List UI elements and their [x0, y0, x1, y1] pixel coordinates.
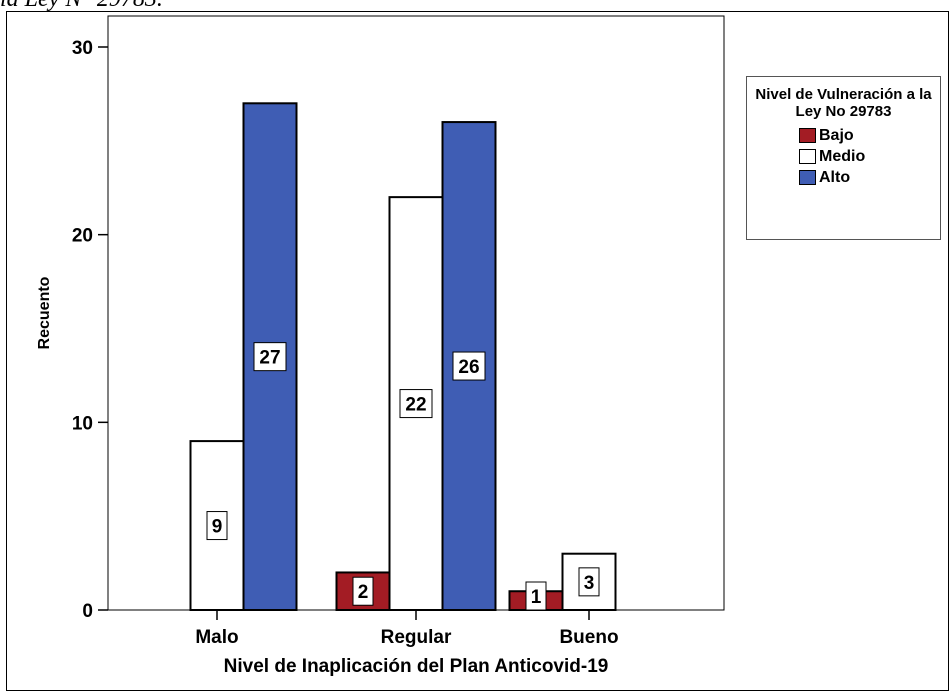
figure-caption: la Ley N° 29783.	[0, 0, 163, 13]
data-label: 3	[578, 567, 600, 597]
data-label-text: 2	[358, 582, 369, 603]
data-label-box	[399, 389, 433, 419]
y-tick-label: 0	[82, 601, 93, 622]
chart-frame	[6, 11, 949, 691]
data-label-text: 26	[458, 357, 479, 378]
legend-item-bajo: Bajo	[799, 125, 940, 146]
legend-label: Alto	[819, 168, 851, 186]
data-label: 2	[352, 576, 374, 606]
data-label: 9	[206, 511, 228, 541]
data-label-box	[206, 511, 228, 541]
y-tick-label: 20	[72, 226, 93, 247]
data-label: 1	[525, 581, 547, 611]
data-label-text: 9	[212, 517, 223, 538]
data-label-box	[578, 567, 600, 597]
data-label-text: 22	[405, 395, 426, 416]
data-label: 22	[399, 389, 433, 419]
data-label-box	[452, 351, 486, 381]
data-label-text: 27	[259, 348, 280, 369]
legend-swatch	[799, 170, 816, 185]
data-label-box	[352, 576, 374, 606]
data-label: 26	[452, 351, 486, 381]
legend-item-alto: Alto	[799, 167, 940, 188]
x-tick-label: Malo	[195, 627, 238, 648]
legend-label: Bajo	[819, 126, 854, 144]
x-tick-label: Regular	[381, 627, 452, 648]
data-label-box	[525, 581, 547, 611]
x-axis-label: Nivel de Inaplicación del Plan Anticovid…	[224, 656, 609, 677]
y-tick-label: 30	[72, 38, 93, 59]
data-label-box	[253, 342, 287, 372]
data-label: 27	[253, 342, 287, 372]
legend-items: Bajo Medio Alto	[799, 125, 940, 188]
legend-swatch	[799, 128, 816, 143]
legend-title: Nivel de Vulneración a la Ley No 29783	[755, 86, 932, 120]
legend: Nivel de Vulneración a la Ley No 29783 B…	[746, 76, 941, 240]
legend-swatch	[799, 149, 816, 164]
y-tick-label: 10	[72, 413, 93, 434]
legend-item-medio: Medio	[799, 146, 940, 167]
data-label-text: 1	[531, 587, 542, 608]
y-axis-label: Recuento	[36, 276, 53, 349]
legend-label: Medio	[819, 147, 866, 165]
x-tick-label: Bueno	[559, 627, 618, 648]
data-label-text: 3	[584, 573, 595, 594]
